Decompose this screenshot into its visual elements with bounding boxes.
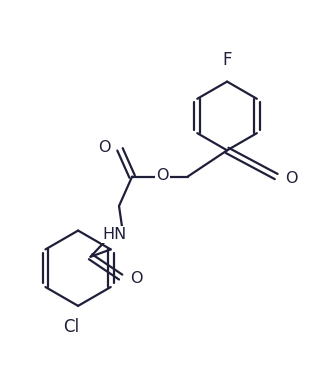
Text: O: O: [98, 140, 110, 155]
Text: Cl: Cl: [64, 318, 80, 336]
Text: F: F: [222, 51, 232, 69]
Text: HN: HN: [102, 227, 126, 242]
Text: O: O: [130, 271, 142, 286]
Text: O: O: [156, 168, 168, 183]
Text: O: O: [285, 171, 298, 186]
